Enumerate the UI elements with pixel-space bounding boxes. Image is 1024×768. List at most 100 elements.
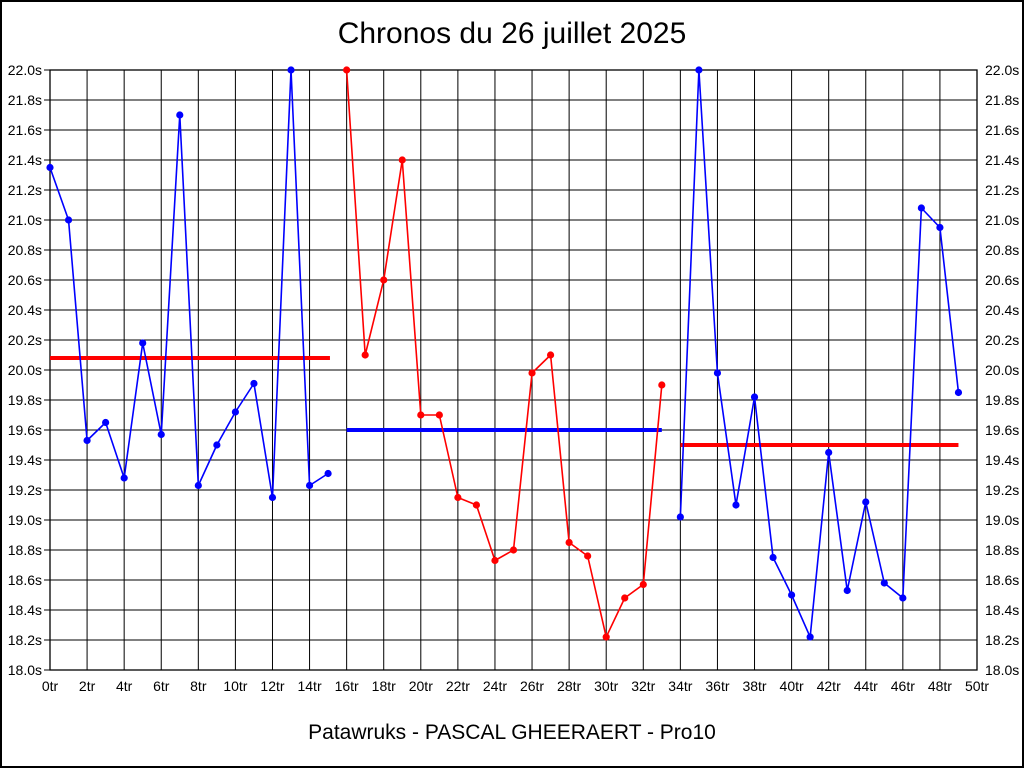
- y-tick-label-left: 21.8s: [8, 92, 42, 108]
- data-point-stint-2: [398, 156, 406, 164]
- data-point-stint-2: [491, 556, 499, 565]
- data-point-stint-1: [287, 66, 295, 74]
- data-point-stint-2: [454, 493, 462, 502]
- x-tick-label: 50tr: [965, 678, 989, 694]
- data-point-stint-2: [565, 538, 573, 547]
- data-point-stint-1: [305, 481, 314, 490]
- data-point-stint-1: [139, 339, 147, 347]
- data-point-stint-2: [417, 411, 425, 419]
- data-point-stint-1: [231, 408, 239, 416]
- data-point-stint-3: [732, 501, 740, 509]
- chart-footer: Patawruks - PASCAL GHEERAERT - Pro10: [308, 721, 716, 744]
- y-tick-label-right: 19.2s: [985, 482, 1019, 498]
- x-tick-label: 0tr: [42, 678, 59, 694]
- y-tick-label-left: 20.0s: [8, 362, 42, 378]
- x-tick-label: 18tr: [372, 678, 396, 694]
- y-tick-label-right: 21.6s: [985, 122, 1019, 138]
- y-tick-label-left: 21.6s: [8, 122, 42, 138]
- x-tick-label: 22tr: [446, 678, 470, 694]
- x-tick-label: 8tr: [190, 678, 207, 694]
- y-tick-label-left: 18.0s: [8, 662, 42, 678]
- data-point-stint-2: [621, 594, 629, 602]
- x-tick-label: 40tr: [780, 678, 804, 694]
- y-tick-label-right: 19.8s: [985, 392, 1019, 408]
- y-tick-label-right: 20.8s: [985, 242, 1019, 258]
- data-point-stint-1: [120, 474, 128, 482]
- x-tick-label: 6tr: [153, 678, 170, 694]
- data-point-stint-2: [602, 633, 610, 641]
- data-point-stint-2: [528, 369, 536, 377]
- data-point-stint-2: [361, 351, 369, 359]
- x-tick-label: 42tr: [817, 678, 841, 694]
- data-point-stint-3: [769, 553, 777, 562]
- x-tick-label: 46tr: [891, 678, 915, 694]
- y-tick-label-left: 22.0s: [8, 62, 42, 78]
- data-point-stint-1: [176, 111, 184, 119]
- y-tick-label-left: 19.2s: [8, 482, 42, 498]
- y-tick-label-right: 21.0s: [985, 212, 1019, 228]
- data-point-stint-3: [862, 498, 870, 506]
- x-tick-label: 34tr: [668, 678, 692, 694]
- y-tick-label-right: 18.2s: [985, 632, 1019, 648]
- y-tick-label-right: 18.6s: [985, 572, 1019, 588]
- x-tick-label: 32tr: [631, 678, 655, 694]
- x-tick-label: 28tr: [557, 678, 581, 694]
- y-tick-label-right: 19.6s: [985, 422, 1019, 438]
- data-point-stint-3: [880, 579, 888, 587]
- x-tick-label: 30tr: [594, 678, 618, 694]
- y-tick-label-right: 20.2s: [985, 332, 1019, 348]
- data-point-stint-2: [435, 411, 443, 419]
- y-tick-label-left: 20.4s: [8, 302, 42, 318]
- data-point-stint-3: [954, 388, 963, 397]
- data-point-stint-2: [343, 66, 351, 74]
- y-tick-label-left: 20.6s: [8, 272, 42, 288]
- x-tick-label: 36tr: [705, 678, 729, 694]
- y-tick-label-left: 20.8s: [8, 242, 42, 258]
- x-tick-label: 26tr: [520, 678, 544, 694]
- y-tick-label-right: 18.0s: [985, 662, 1019, 678]
- y-tick-label-left: 20.2s: [8, 332, 42, 348]
- data-point-stint-3: [695, 66, 703, 74]
- y-tick-label-left: 19.8s: [8, 392, 42, 408]
- data-point-stint-3: [936, 223, 944, 232]
- data-point-stint-2: [546, 351, 555, 359]
- y-tick-label-left: 18.8s: [8, 542, 42, 558]
- y-tick-label-right: 22.0s: [985, 62, 1019, 78]
- series-line-stint-3: [679, 69, 960, 638]
- data-point-stint-1: [46, 163, 54, 172]
- data-point-stint-3: [788, 591, 796, 599]
- data-point-stint-3: [843, 586, 851, 595]
- y-tick-label-right: 21.2s: [985, 182, 1019, 198]
- data-point-stint-2: [584, 552, 592, 560]
- y-tick-label-right: 21.8s: [985, 92, 1019, 108]
- x-tick-label: 12tr: [260, 678, 284, 694]
- data-point-stint-2: [472, 501, 481, 509]
- data-point-stint-3: [806, 633, 814, 641]
- y-tick-label-left: 19.6s: [8, 422, 42, 438]
- chart-title: Chronos du 26 juillet 2025: [337, 17, 687, 50]
- y-tick-label-right: 18.8s: [985, 542, 1019, 558]
- y-tick-label-left: 21.2s: [8, 182, 42, 198]
- data-point-stint-1: [194, 481, 202, 490]
- y-tick-label-left: 18.4s: [8, 602, 42, 618]
- data-point-stint-2: [658, 381, 666, 389]
- data-point-stint-3: [713, 369, 722, 377]
- y-tick-label-left: 19.0s: [8, 512, 42, 528]
- data-point-stint-3: [825, 448, 833, 457]
- x-tick-label: 20tr: [409, 678, 433, 694]
- data-point-stint-1: [157, 430, 165, 439]
- x-tick-label: 48tr: [928, 678, 952, 694]
- y-tick-label-left: 18.2s: [8, 632, 42, 648]
- data-point-stint-1: [213, 441, 221, 449]
- x-tick-label: 24tr: [483, 678, 507, 694]
- y-tick-label-right: 21.4s: [985, 152, 1019, 168]
- y-tick-label-right: 18.4s: [985, 602, 1019, 618]
- y-tick-label-right: 19.0s: [985, 512, 1019, 528]
- data-point-stint-1: [268, 493, 277, 502]
- x-tick-label: 14tr: [297, 678, 321, 694]
- x-tick-label: 44tr: [854, 678, 878, 694]
- x-tick-label: 4tr: [116, 678, 133, 694]
- plot-border: [49, 69, 978, 671]
